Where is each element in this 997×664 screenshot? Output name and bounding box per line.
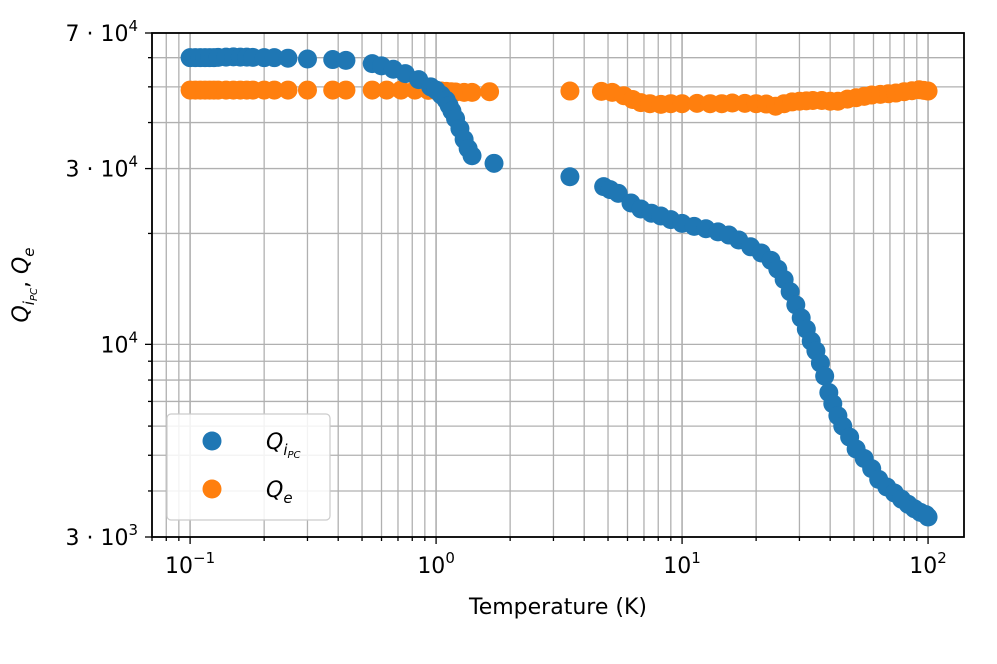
data-point (462, 146, 482, 166)
data-point (264, 48, 284, 68)
axis-ticks: 10−1 100 101 102 3 · 103 104 3 · 104 7 · 104 (65, 17, 946, 579)
data-point (918, 507, 938, 527)
data-point (918, 81, 938, 101)
data-point (391, 80, 411, 100)
data-point (278, 48, 298, 68)
axis-labels: Temperature (K) QiPC, Qe (9, 247, 647, 620)
data-point (672, 94, 692, 114)
data-point (560, 81, 580, 101)
data-point (484, 153, 504, 173)
data-point (362, 80, 382, 100)
data-point (336, 50, 356, 70)
x-tick-label: 100 (417, 549, 455, 579)
x-tick-label: 101 (663, 549, 701, 579)
plot-frame (151, 32, 965, 538)
data-point (480, 82, 500, 102)
data-point (462, 82, 482, 102)
legend-marker (202, 431, 222, 451)
x-axis-label: Temperature (K) (468, 595, 647, 620)
data-point (323, 80, 343, 100)
x-tick-label: 10−1 (165, 549, 215, 579)
data-point (278, 80, 298, 100)
legend-label: Qe (266, 478, 293, 507)
plot-series (180, 47, 938, 527)
legend-label: QiPC (266, 430, 301, 461)
data-point (297, 80, 317, 100)
y-axis-label: QiPC, Qe (9, 247, 40, 322)
data-point (264, 80, 284, 100)
legend-marker (202, 479, 222, 499)
y-tick-label: 7 · 104 (65, 17, 138, 47)
series-group (180, 80, 938, 116)
data-point (377, 80, 397, 100)
legend-box (166, 413, 331, 521)
data-point (560, 167, 580, 187)
x-tick-label: 102 (909, 549, 947, 579)
y-tick-label: 3 · 103 (65, 521, 138, 551)
y-tick-label: 3 · 104 (65, 153, 138, 183)
data-point (336, 80, 356, 100)
series-group (180, 47, 938, 527)
data-point (297, 49, 317, 69)
data-point (815, 366, 835, 386)
y-tick-label: 104 (100, 328, 138, 358)
legend: QiPC Qe (166, 413, 331, 521)
